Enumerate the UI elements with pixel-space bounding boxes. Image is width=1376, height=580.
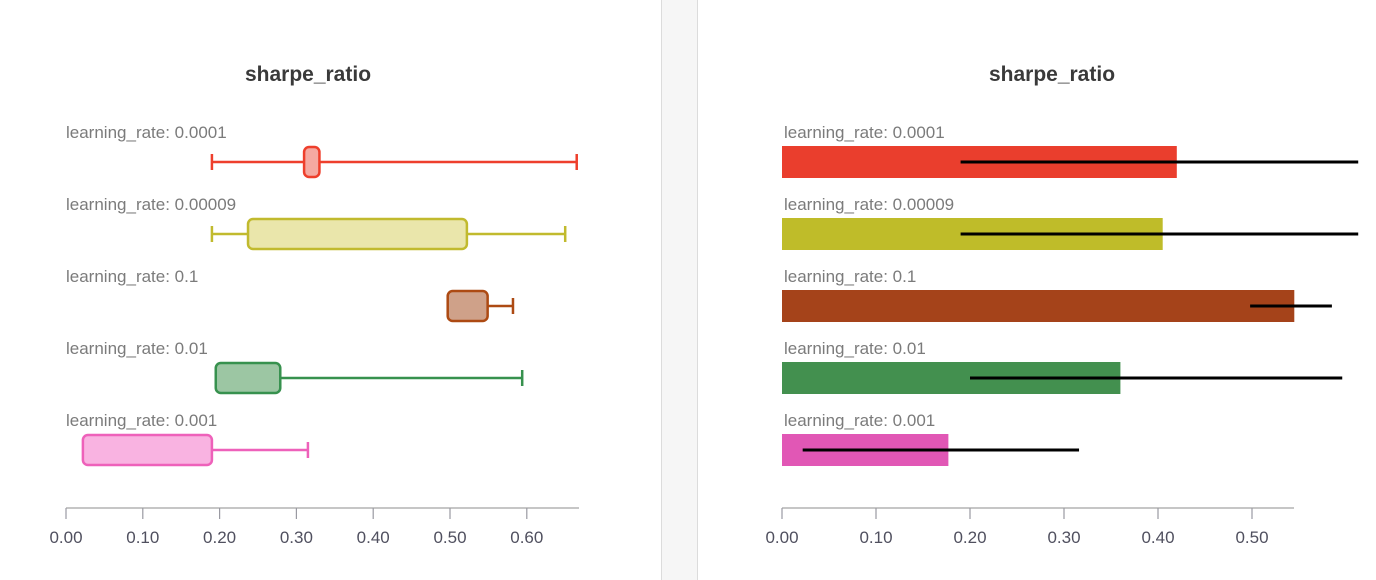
x-tick-label: 0.10 (126, 528, 159, 547)
category-label: learning_rate: 0.001 (784, 411, 935, 430)
panel-barchart[interactable]: sharpe_ratio 0.00 0.10 0.20 0.30 0.40 0.50 lea… (698, 0, 1376, 580)
x-tick-label: 0.60 (510, 528, 543, 547)
box[interactable] (446, 289, 489, 323)
category-label: learning_rate: 0.1 (66, 267, 198, 286)
category-label: learning_rate: 0.0001 (784, 123, 945, 142)
bar[interactable] (782, 290, 1295, 322)
box[interactable] (246, 217, 469, 251)
x-tick-label: 0.30 (280, 528, 313, 547)
box[interactable] (214, 361, 282, 395)
chart-title: sharpe_ratio (989, 63, 1115, 86)
x-tick-label: 0.30 (1047, 528, 1080, 547)
x-tick-label: 0.00 (765, 528, 798, 547)
box[interactable] (81, 433, 214, 467)
category-label: learning_rate: 0.001 (66, 411, 217, 430)
panel-divider (661, 0, 698, 580)
category-label: learning_rate: 0.01 (784, 339, 926, 358)
category-label: learning_rate: 0.00009 (784, 195, 954, 214)
x-tick-label: 0.00 (49, 528, 82, 547)
category-label: learning_rate: 0.1 (784, 267, 916, 286)
boxplot-chart: sharpe_ratio 0.00 0.10 0.20 0.30 0.40 0.50 0.6… (49, 63, 579, 547)
x-tick-label: 0.20 (203, 528, 236, 547)
x-tick-label: 0.10 (859, 528, 892, 547)
x-tick-label: 0.40 (357, 528, 390, 547)
box[interactable] (302, 145, 321, 179)
x-tick-label: 0.50 (433, 528, 466, 547)
x-tick-label: 0.20 (953, 528, 986, 547)
panel-boxplot[interactable]: sharpe_ratio 0.00 0.10 0.20 0.30 0.40 0.50 0.6… (0, 0, 661, 580)
barchart-chart: sharpe_ratio 0.00 0.10 0.20 0.30 0.40 0.50 lea… (765, 63, 1359, 547)
category-label: learning_rate: 0.00009 (66, 195, 236, 214)
chart-title: sharpe_ratio (245, 63, 371, 86)
x-tick-label: 0.50 (1235, 528, 1268, 547)
category-label: learning_rate: 0.0001 (66, 123, 227, 142)
x-tick-label: 0.40 (1141, 528, 1174, 547)
category-label: learning_rate: 0.01 (66, 339, 208, 358)
